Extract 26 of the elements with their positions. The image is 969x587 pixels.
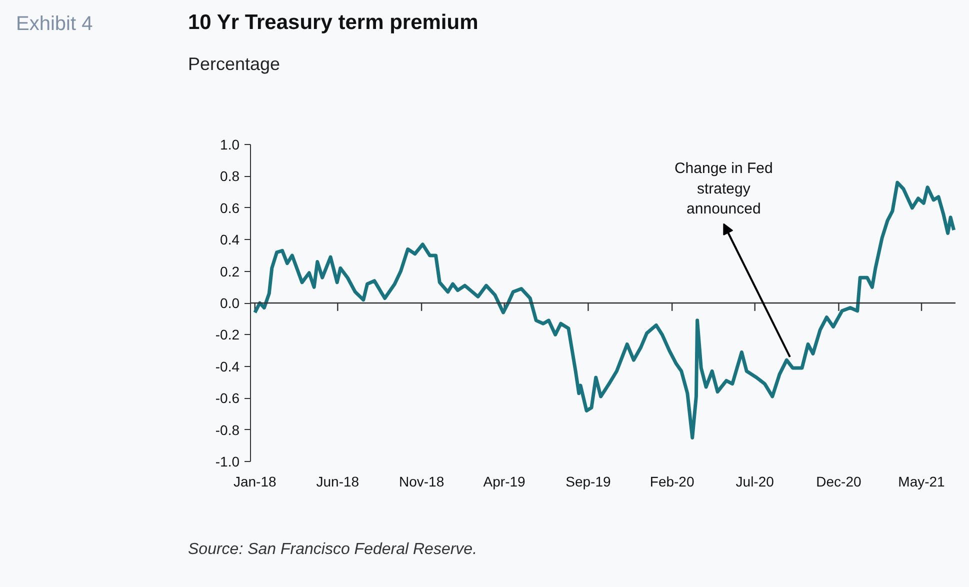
y-tick-label: 0.4: [220, 232, 240, 248]
x-tick-label: Nov-18: [398, 474, 444, 490]
y-tick-label: -0.2: [215, 326, 240, 343]
y-tick-label: -1.0: [215, 454, 240, 470]
y-tick-label: -0.4: [215, 358, 240, 374]
x-tick-label: Jun-18: [316, 474, 360, 490]
chart-subtitle: Percentage: [188, 53, 280, 76]
x-tick-label: Jan-18: [233, 474, 277, 490]
x-tick-label: Sep-19: [566, 474, 611, 490]
y-tick-label: 0.2: [220, 263, 240, 280]
y-tick-label: 1.0: [220, 136, 240, 152]
y-tick-label: 0.0: [220, 295, 240, 311]
x-tick-label: May-21: [898, 474, 946, 490]
annotation: Change in Fed strategy announced: [674, 160, 773, 218]
y-tick-label: -0.8: [215, 422, 240, 438]
line-series: [253, 180, 956, 440]
x-tick-label: Dec-20: [816, 474, 862, 490]
x-tick-label: Feb-20: [650, 474, 694, 490]
y-tick-label: -0.6: [215, 390, 240, 406]
source-note: Source: San Francisco Federal Reserve.: [187, 540, 478, 560]
y-tick-label: 0.8: [220, 168, 240, 184]
y-tick-label: 0.6: [220, 200, 240, 216]
text: Exhibit 4: [16, 12, 93, 37]
x-tick-label: Apr-19: [483, 474, 526, 490]
x-tick-label: Jul-20: [736, 474, 774, 490]
chart-title: 10 Yr Treasury term premium: [188, 10, 478, 36]
